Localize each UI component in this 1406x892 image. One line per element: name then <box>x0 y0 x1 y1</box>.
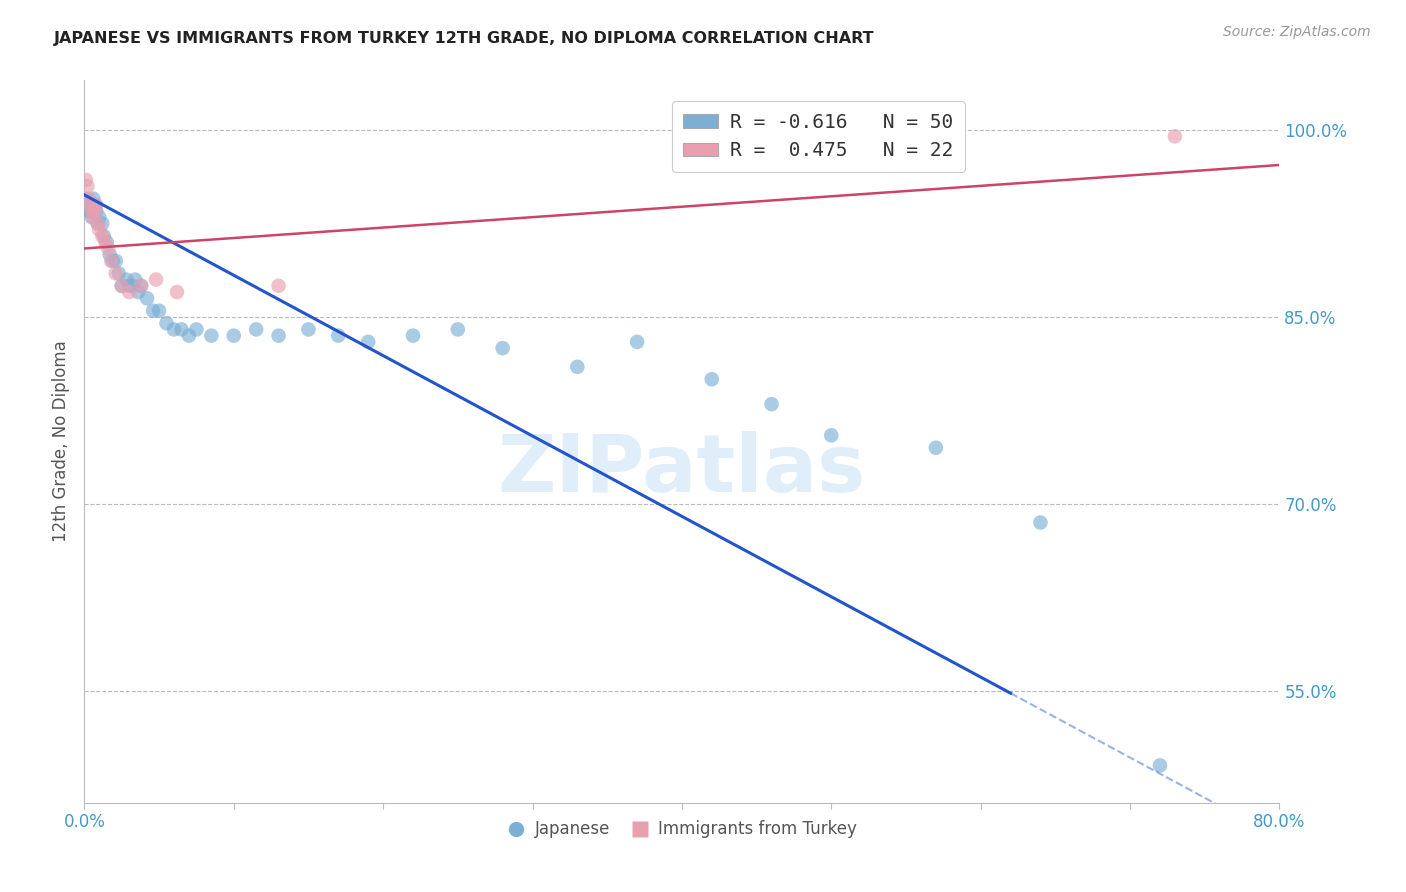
Point <box>124 272 146 286</box>
Point <box>166 285 188 299</box>
Point <box>96 235 118 250</box>
Point <box>89 211 111 225</box>
Point <box>297 322 319 336</box>
Point <box>761 397 783 411</box>
Point <box>76 179 98 194</box>
Point <box>83 204 105 219</box>
Point <box>567 359 589 374</box>
Point <box>357 334 380 349</box>
Point <box>91 217 114 231</box>
Point <box>97 242 120 256</box>
Point <box>129 278 152 293</box>
Point <box>82 211 104 225</box>
Point <box>121 278 143 293</box>
Point <box>87 217 110 231</box>
Point <box>163 322 186 336</box>
Point <box>245 322 267 336</box>
Point <box>820 428 842 442</box>
Point <box>79 198 101 212</box>
Point <box>142 303 165 318</box>
Point <box>93 229 115 244</box>
Point <box>447 322 470 336</box>
Point <box>87 217 110 231</box>
Point <box>101 254 124 268</box>
Point <box>148 303 170 318</box>
Point <box>83 198 105 212</box>
Point <box>79 204 101 219</box>
Point <box>186 322 208 336</box>
Point <box>1029 516 1052 530</box>
Point <box>222 328 245 343</box>
Point <box>118 278 141 293</box>
Point <box>104 266 127 280</box>
Point <box>129 278 152 293</box>
Point <box>86 198 108 212</box>
Point <box>75 173 97 187</box>
Point <box>402 328 425 343</box>
Point <box>170 322 193 336</box>
Point <box>626 334 648 349</box>
Point <box>127 285 149 299</box>
Point <box>925 441 948 455</box>
Text: Source: ZipAtlas.com: Source: ZipAtlas.com <box>1223 25 1371 39</box>
Point <box>111 278 134 293</box>
Point <box>89 223 111 237</box>
Point <box>86 204 108 219</box>
Point <box>1164 129 1187 144</box>
Point <box>328 328 350 343</box>
Text: JAPANESE VS IMMIGRANTS FROM TURKEY 12TH GRADE, NO DIPLOMA CORRELATION CHART: JAPANESE VS IMMIGRANTS FROM TURKEY 12TH … <box>53 31 875 46</box>
Point <box>100 254 122 268</box>
Point <box>177 328 200 343</box>
Point <box>1149 758 1171 772</box>
Point <box>107 266 129 280</box>
Point <box>94 235 117 250</box>
Point <box>80 211 103 225</box>
Point <box>77 204 100 219</box>
Point <box>98 248 121 262</box>
Point <box>267 328 290 343</box>
Legend: Japanese, Immigrants from Turkey: Japanese, Immigrants from Turkey <box>499 814 865 845</box>
Point <box>75 192 97 206</box>
Point <box>145 272 167 286</box>
Point <box>155 316 177 330</box>
Point <box>104 254 127 268</box>
Point <box>118 285 141 299</box>
Y-axis label: 12th Grade, No Diploma: 12th Grade, No Diploma <box>52 341 70 542</box>
Point <box>82 192 104 206</box>
Text: ZIPatlas: ZIPatlas <box>498 432 866 509</box>
Point <box>80 204 103 219</box>
Point <box>77 192 100 206</box>
Point <box>76 198 98 212</box>
Point <box>492 341 515 355</box>
Point <box>267 278 290 293</box>
Point <box>115 272 138 286</box>
Point <box>700 372 723 386</box>
Point <box>111 278 134 293</box>
Point <box>200 328 222 343</box>
Point <box>136 291 159 305</box>
Point <box>91 229 114 244</box>
